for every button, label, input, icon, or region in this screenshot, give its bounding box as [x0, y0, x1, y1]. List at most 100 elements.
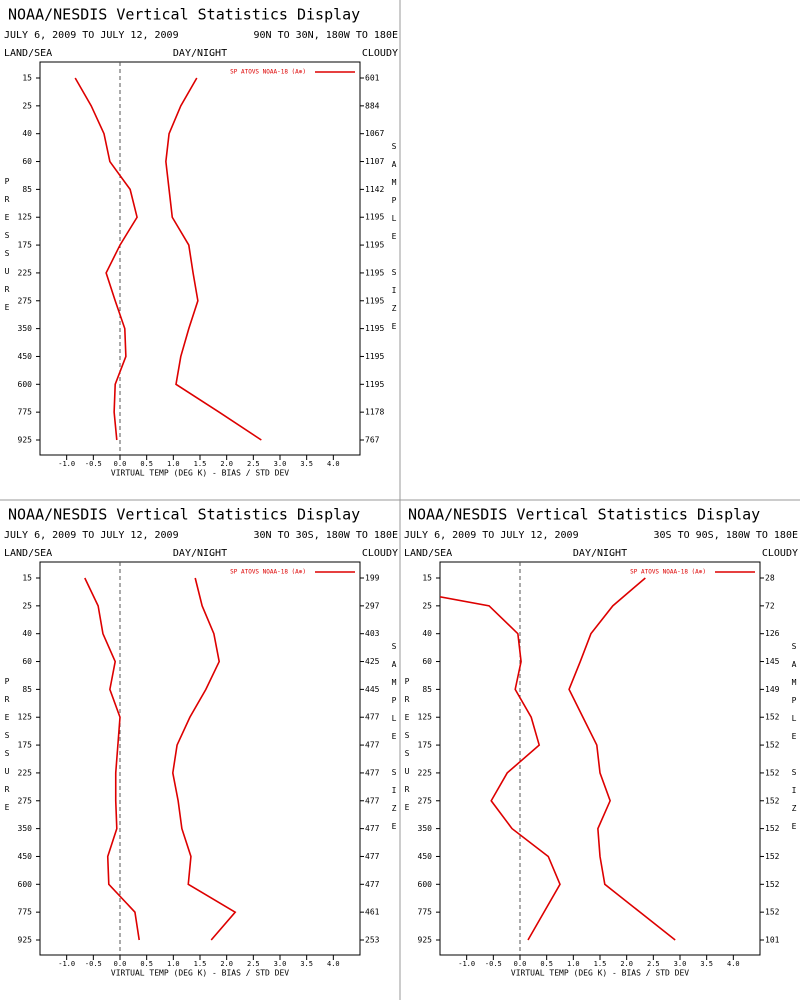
plot-area — [440, 577, 676, 941]
x-tick-label: 1.5 — [194, 960, 207, 968]
legend-label: SP ATOVS NOAA-18 (A⊕) — [630, 569, 706, 576]
sample-size: 149 — [765, 685, 780, 694]
sample-size: 72 — [765, 601, 775, 610]
x-tick-label: 3.0 — [274, 460, 287, 468]
sample-size: 152 — [765, 908, 780, 917]
sample-size: 152 — [765, 796, 780, 805]
y-tick-label: 450 — [418, 852, 433, 861]
y-tick-label: 225 — [18, 768, 33, 777]
x-tick-label: -0.5 — [485, 960, 502, 968]
chart-title: NOAA/NESDIS Vertical Statistics Display — [8, 6, 360, 24]
y-tick-label: 60 — [22, 657, 32, 666]
x-tick-label: 1.0 — [167, 960, 180, 968]
x-tick-label: 3.5 — [300, 460, 313, 468]
y-tick-label: 775 — [418, 908, 433, 917]
y-tick-label: 350 — [18, 824, 33, 833]
sample-size: 152 — [765, 880, 780, 889]
y-axis-label: PRESSURE — [403, 677, 412, 821]
x-tick-label: 3.5 — [300, 960, 313, 968]
sample-size: 767 — [365, 436, 380, 445]
x-tick-label: 1.5 — [194, 460, 207, 468]
x-tick-label: -1.0 — [458, 960, 475, 968]
x-tick-label: 2.0 — [220, 960, 233, 968]
time-label: DAY/NIGHT — [173, 48, 227, 59]
y-tick-label: 15 — [422, 574, 432, 583]
panel: NOAA/NESDIS Vertical Statistics Display J… — [3, 506, 399, 978]
sample-size: 477 — [365, 880, 380, 889]
sample-size: 1195 — [365, 324, 384, 333]
sample-size: 152 — [765, 768, 780, 777]
y-tick-label: 600 — [18, 880, 33, 889]
sample-size: 101 — [765, 936, 780, 945]
x-tick-label: 4.0 — [727, 960, 740, 968]
x-tick-label: 1.0 — [167, 460, 180, 468]
sample-size: 425 — [365, 657, 380, 666]
x-tick-label: 1.0 — [567, 960, 580, 968]
y-tick-label: 40 — [22, 129, 32, 138]
y-tick-label: 85 — [22, 685, 32, 694]
y-tick-label: 15 — [22, 574, 32, 583]
sample-size: 1067 — [365, 129, 384, 138]
surface-label: LAND/SEA — [404, 548, 452, 559]
x-tick-label: -0.5 — [85, 460, 102, 468]
x-tick-label: 0.0 — [114, 460, 127, 468]
time-label: DAY/NIGHT — [173, 548, 227, 559]
series-line — [84, 577, 140, 941]
y-tick-label: 85 — [22, 185, 32, 194]
x-tick-label: 0.5 — [140, 960, 153, 968]
y-tick-label: 25 — [22, 101, 32, 110]
time-label: DAY/NIGHT — [573, 548, 627, 559]
y-tick-label: 225 — [18, 268, 33, 277]
sample-size: 1142 — [365, 185, 384, 194]
sample-size: 1178 — [365, 408, 384, 417]
y-tick-label: 15 — [22, 74, 32, 83]
y-tick-label: 175 — [18, 741, 33, 750]
panel: NOAA/NESDIS Vertical Statistics Display J… — [3, 6, 399, 478]
x-axis-label: VIRTUAL TEMP (DEG K) - BIAS / STD DEV — [111, 969, 289, 978]
y2-axis-label: SAMPLE SIZE — [390, 142, 399, 340]
x-tick-label: -1.0 — [58, 960, 75, 968]
x-tick-label: 2.5 — [247, 960, 260, 968]
y-tick-label: 925 — [18, 936, 33, 945]
y-tick-label: 275 — [418, 796, 433, 805]
series-line — [74, 77, 138, 441]
plot-frame — [39, 561, 361, 956]
y-tick-label: 450 — [18, 852, 33, 861]
sample-size: 126 — [765, 629, 780, 638]
series-line — [440, 595, 561, 941]
series-line — [568, 577, 676, 941]
x-tick-label: 0.5 — [540, 960, 553, 968]
sample-size: 152 — [765, 741, 780, 750]
y-tick-label: 40 — [422, 629, 432, 638]
sample-size: 297 — [365, 601, 380, 610]
y-tick-label: 775 — [18, 908, 33, 917]
sample-size: 477 — [365, 741, 380, 750]
panel: NOAA/NESDIS Vertical Statistics Display J… — [403, 506, 799, 978]
x-tick-label: 2.0 — [620, 960, 633, 968]
chart-title: NOAA/NESDIS Vertical Statistics Display — [8, 506, 360, 524]
y-tick-label: 225 — [418, 768, 433, 777]
sample-size: 477 — [365, 768, 380, 777]
sample-size: 477 — [365, 852, 380, 861]
sample-size: 461 — [365, 908, 380, 917]
x-tick-label: 3.0 — [674, 960, 687, 968]
sample-size: 152 — [765, 824, 780, 833]
x-axis-label: VIRTUAL TEMP (DEG K) - BIAS / STD DEV — [111, 469, 289, 478]
sample-size: 1195 — [365, 213, 384, 222]
region: 30N TO 30S, 180W TO 180E — [254, 530, 399, 541]
sample-size: 477 — [365, 824, 380, 833]
y-tick-label: 600 — [18, 380, 33, 389]
sample-size: 1195 — [365, 352, 384, 361]
sample-size: 601 — [365, 74, 380, 83]
sample-size: 884 — [365, 101, 380, 110]
surface-label: LAND/SEA — [4, 48, 52, 59]
x-tick-label: -0.5 — [85, 960, 102, 968]
y-tick-label: 60 — [22, 157, 32, 166]
y2-axis-label: SAMPLE SIZE — [790, 642, 799, 840]
x-tick-label: 4.0 — [327, 460, 340, 468]
x-tick-label: 0.5 — [140, 460, 153, 468]
legend-label: SP ATOVS NOAA-18 (A⊕) — [230, 69, 306, 76]
sky-label: CLOUDY — [362, 548, 398, 559]
